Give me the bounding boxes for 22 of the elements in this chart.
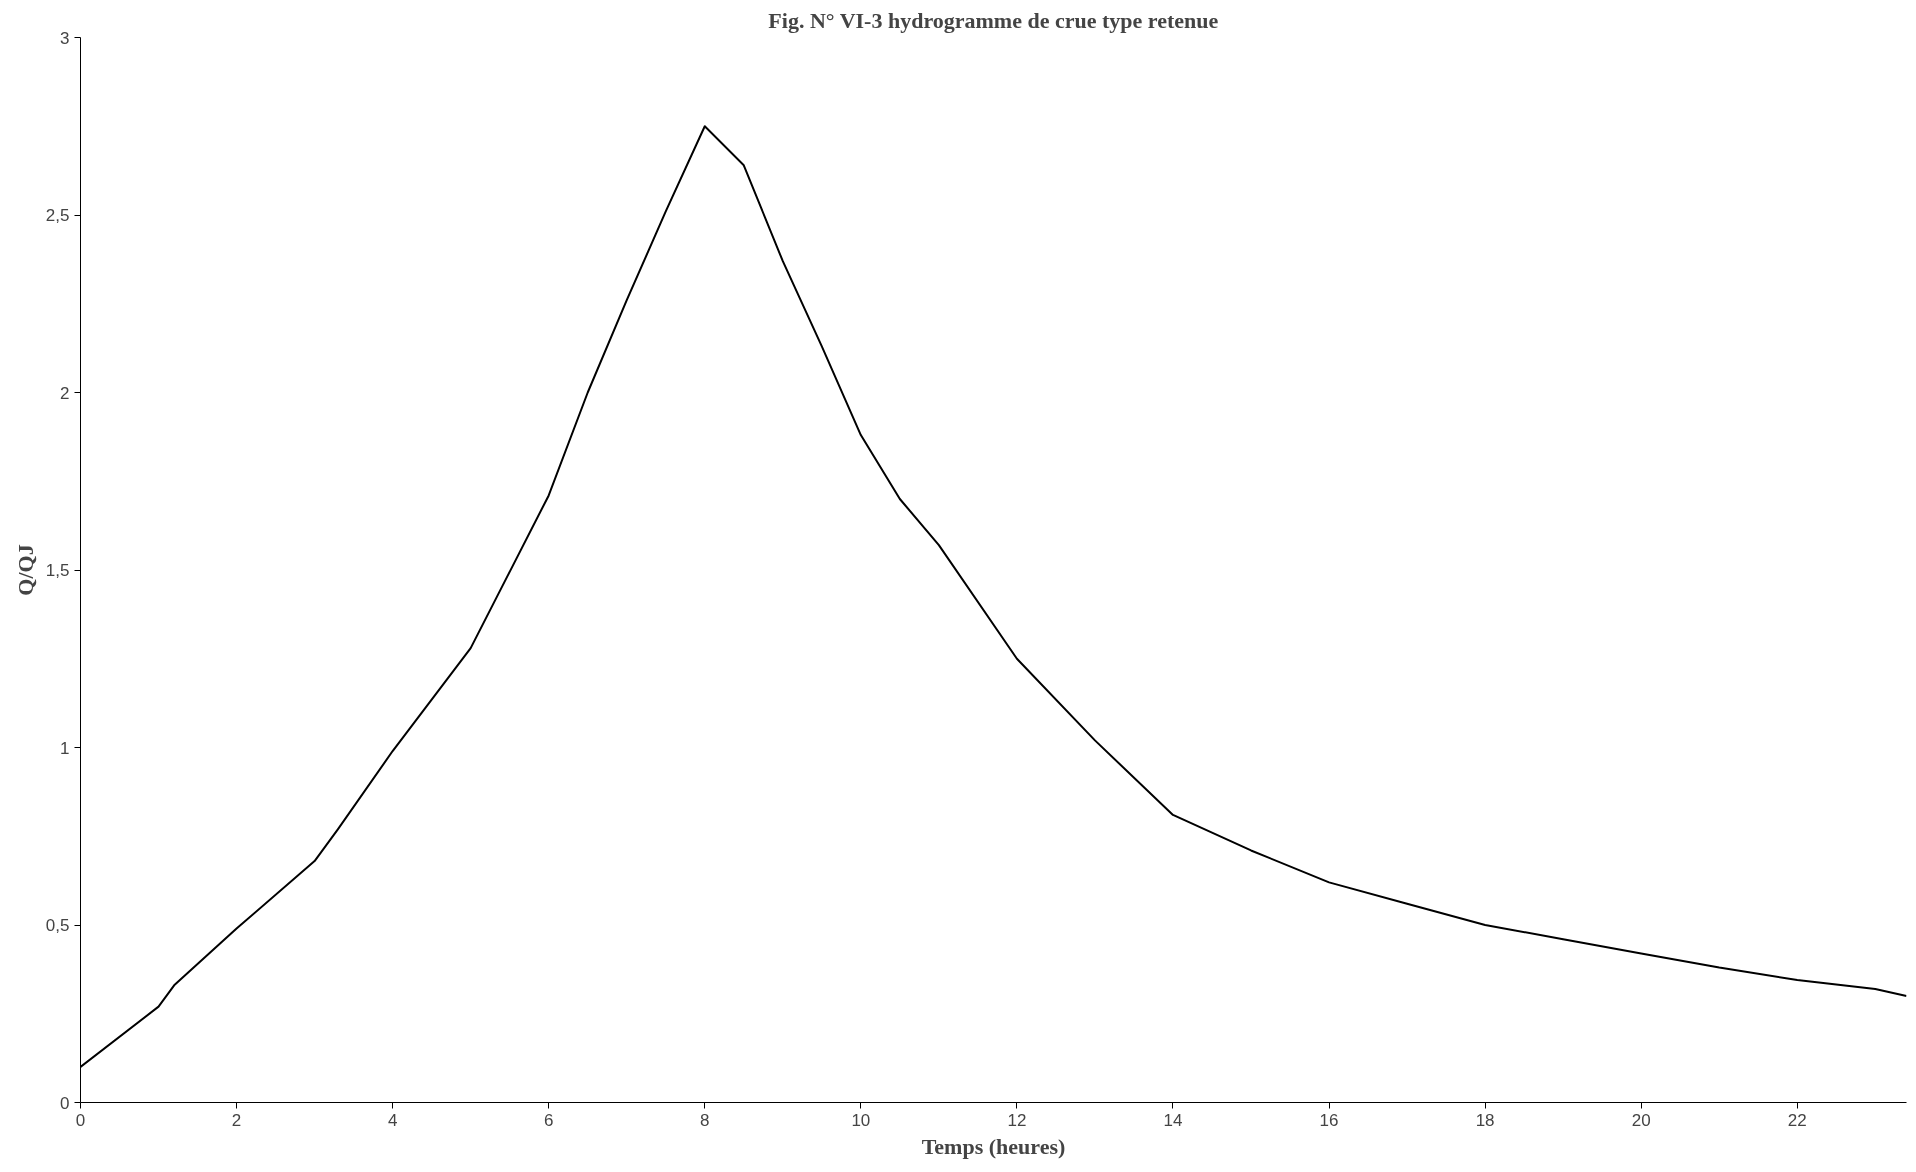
x-tick-label: 20 [1631,1110,1651,1130]
x-tick-label: 2 [231,1110,242,1130]
y-tick-label: 2,5 [45,206,70,225]
x-tick-label: 16 [1319,1110,1339,1130]
x-tick-label: 0 [75,1110,86,1130]
chart-title: Fig. N° VI-3 hydrogramme de crue type retenue [768,7,1219,33]
y-tick-label: 2 [60,383,70,403]
x-tick-label: 12 [1007,1110,1027,1130]
y-tick-label: 1,5 [45,561,70,580]
x-tick-label: 6 [543,1110,554,1130]
x-tick-label: 8 [700,1110,710,1130]
y-axis-title: Q/QJ [12,544,38,596]
x-tick-label: 18 [1475,1110,1495,1130]
x-tick-label: 14 [1163,1110,1183,1130]
x-tick-label: 22 [1787,1110,1807,1130]
x-tick-label: 10 [851,1110,871,1130]
y-tick-label: 0,5 [45,916,70,935]
y-tick-label: 3 [60,28,70,48]
x-axis-title: Temps (heures) [921,1133,1066,1159]
y-tick-label: 0 [60,1093,70,1113]
x-tick-label: 4 [387,1110,398,1130]
y-tick-label: 1 [60,738,70,758]
